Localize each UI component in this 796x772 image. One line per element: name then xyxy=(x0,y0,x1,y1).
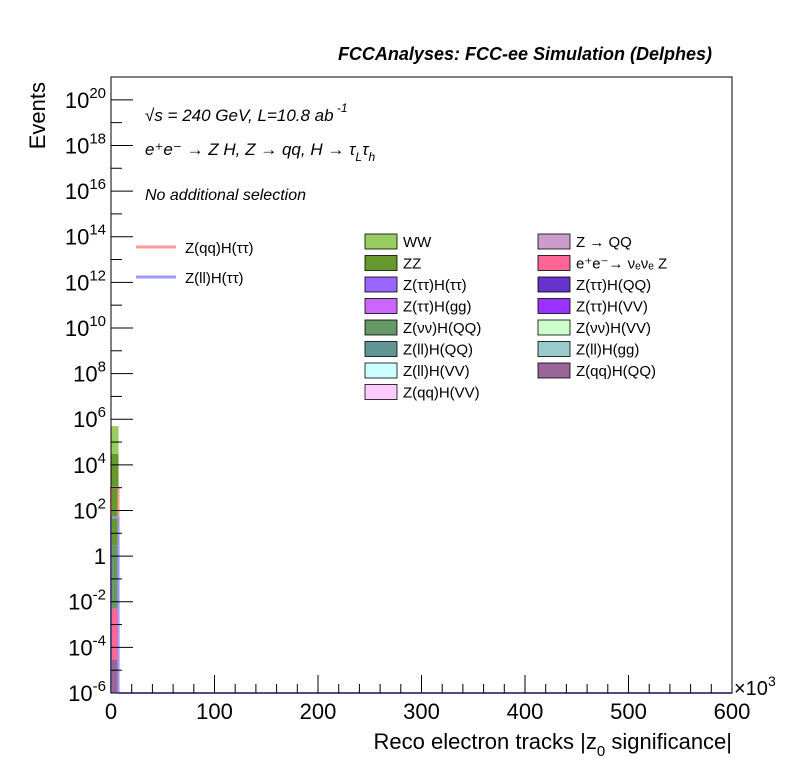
legend-swatch xyxy=(537,276,571,293)
selection-annotation: No additional selection xyxy=(145,187,306,204)
legend-label: Z(qq)H(ττ) xyxy=(185,240,254,257)
legend-label: Z(νν)H(VV) xyxy=(576,320,651,337)
bar-segment-0 xyxy=(111,659,119,693)
x-tick-label: 400 xyxy=(507,699,544,724)
x-axis-label: Reco electron tracks |z0 significance| xyxy=(374,729,732,760)
x-tick-label: 300 xyxy=(403,699,440,724)
y-tick-label: 1012 xyxy=(65,267,106,295)
legend-swatch xyxy=(537,341,571,357)
stack-bins xyxy=(111,426,119,693)
bar-segment-1 xyxy=(111,608,119,660)
y-tick-label: 1010 xyxy=(65,313,106,341)
x-tick-label: 200 xyxy=(300,699,337,724)
y-tick-label: 102 xyxy=(73,495,106,523)
signal-curves xyxy=(110,486,732,694)
chart-title: FCCAnalyses: FCC-ee Simulation (Delphes) xyxy=(338,44,712,64)
y-axis-label: Events xyxy=(25,82,50,149)
x-tick-label: 100 xyxy=(196,699,233,724)
legend-label: Z(ττ)H(ττ) xyxy=(403,277,467,294)
legend-swatch xyxy=(364,384,398,400)
legend-label: Z(ll)H(ττ) xyxy=(185,270,244,287)
signal-legend: Z(qq)H(ττ) Z(ll)H(ττ) xyxy=(136,240,254,287)
legend-label: Z(qq)H(VV) xyxy=(403,385,480,402)
x-tick-label: 600 xyxy=(714,699,751,724)
bar-segment-2 xyxy=(111,545,119,609)
legend-label: Z(ll)H(gg) xyxy=(576,342,639,359)
legend-swatch xyxy=(537,233,571,250)
signal-curve-1 xyxy=(110,516,732,694)
x-axis: 0 100 200 300 400 500 600 xyxy=(105,675,750,724)
y-tick-label: 1016 xyxy=(65,176,106,204)
process-annotation: e⁺e⁻ → Z H, Z → qq, H → τLτh xyxy=(145,140,375,164)
legend-label: Z(ll)H(QQ) xyxy=(403,342,473,359)
legend-swatch xyxy=(537,255,571,271)
legend-label: Z(ττ)H(QQ) xyxy=(576,277,651,294)
legend-swatch xyxy=(364,255,398,271)
y-tick-label: 10-6 xyxy=(68,678,106,706)
legend-label: ZZ xyxy=(403,256,421,273)
energy-annotation: √s = 240 GeV, L=10.8 ab -1 xyxy=(145,101,348,125)
legend-swatch xyxy=(364,233,398,250)
signal-curve-0 xyxy=(110,486,732,694)
legend-label: Z(ll)H(VV) xyxy=(403,363,470,380)
y-tick-label: 10-2 xyxy=(68,587,106,615)
y-tick-label: 1020 xyxy=(65,85,106,113)
y-tick-label: 106 xyxy=(73,404,106,432)
bar-segment-4 xyxy=(111,426,119,454)
legend-swatch xyxy=(364,341,398,357)
legend-swatch xyxy=(364,276,398,293)
y-tick-label: 104 xyxy=(73,450,106,478)
legend-label: Z(ττ)H(VV) xyxy=(576,299,648,316)
y-tick-label: 108 xyxy=(73,359,106,387)
legend-label: WW xyxy=(403,234,432,251)
y-tick-label: 1018 xyxy=(65,130,106,158)
y-axis: 10-6 10-4 10-2 1 102 104 106 108 1010 1012 1014 101… xyxy=(65,76,133,706)
legend-swatch xyxy=(537,319,571,336)
bar-segment-3 xyxy=(111,453,119,546)
y-tick-label: 1 xyxy=(94,544,106,569)
x-tick-label: 500 xyxy=(610,699,647,724)
background-legend: WW Z → QQ ZZ e⁺e⁻→ νₑνₑ Z Z(ττ)H(ττ) Z(ττ)H(Q… xyxy=(364,233,667,402)
legend-label: Z(νν)H(QQ) xyxy=(403,320,481,337)
y-tick-label: 10-4 xyxy=(68,632,106,660)
legend-swatch xyxy=(364,298,398,314)
x-axis-multiplier: ×103 xyxy=(734,673,776,700)
y-tick-label: 1014 xyxy=(65,222,106,250)
legend-label: e⁺e⁻→ νₑνₑ Z xyxy=(576,256,667,273)
x-tick-label: 0 xyxy=(105,699,117,724)
legend-swatch xyxy=(537,362,571,379)
legend-label: Z(ττ)H(gg) xyxy=(403,299,472,316)
legend-swatch xyxy=(364,319,398,336)
legend-label: Z(qq)H(QQ) xyxy=(576,363,656,380)
legend-swatch xyxy=(364,362,398,379)
legend-label: Z → QQ xyxy=(576,234,632,251)
legend-swatch xyxy=(537,298,571,314)
